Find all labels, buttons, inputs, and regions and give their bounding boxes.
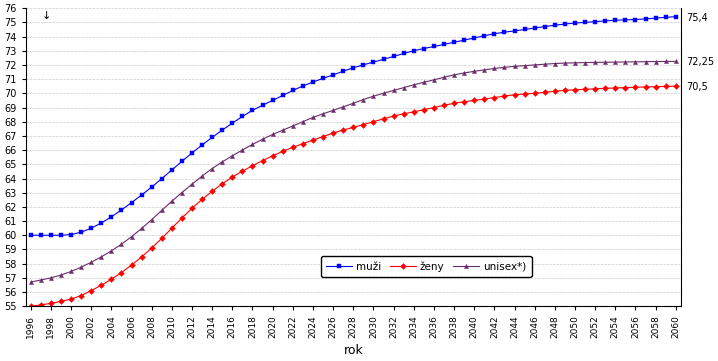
ženy bbox=[651, 84, 660, 89]
muži bbox=[27, 233, 35, 238]
ženy bbox=[359, 122, 368, 127]
ženy bbox=[671, 84, 680, 88]
unisex*) bbox=[671, 59, 680, 64]
unisex*) bbox=[218, 160, 227, 164]
unisex*) bbox=[651, 59, 660, 64]
unisex*) bbox=[27, 280, 35, 284]
muži bbox=[299, 84, 307, 88]
unisex*) bbox=[177, 190, 186, 195]
Legend: muži, ženy, unisex*): muži, ženy, unisex*) bbox=[321, 256, 531, 277]
ženy bbox=[177, 216, 186, 220]
ženy bbox=[27, 304, 35, 308]
Line: ženy: ženy bbox=[29, 84, 678, 308]
ženy bbox=[218, 182, 227, 186]
ženy bbox=[581, 87, 589, 91]
Line: muži: muži bbox=[29, 14, 678, 238]
muži bbox=[581, 20, 589, 25]
ženy bbox=[299, 142, 307, 146]
muži bbox=[218, 128, 227, 132]
muži bbox=[359, 63, 368, 67]
muži bbox=[177, 159, 186, 164]
Text: ↓: ↓ bbox=[42, 11, 52, 21]
unisex*) bbox=[359, 97, 368, 102]
unisex*) bbox=[299, 119, 307, 124]
muži bbox=[651, 16, 660, 20]
unisex*) bbox=[581, 60, 589, 65]
X-axis label: rok: rok bbox=[343, 344, 363, 357]
Line: unisex*): unisex*) bbox=[29, 59, 678, 284]
muži bbox=[671, 14, 680, 19]
